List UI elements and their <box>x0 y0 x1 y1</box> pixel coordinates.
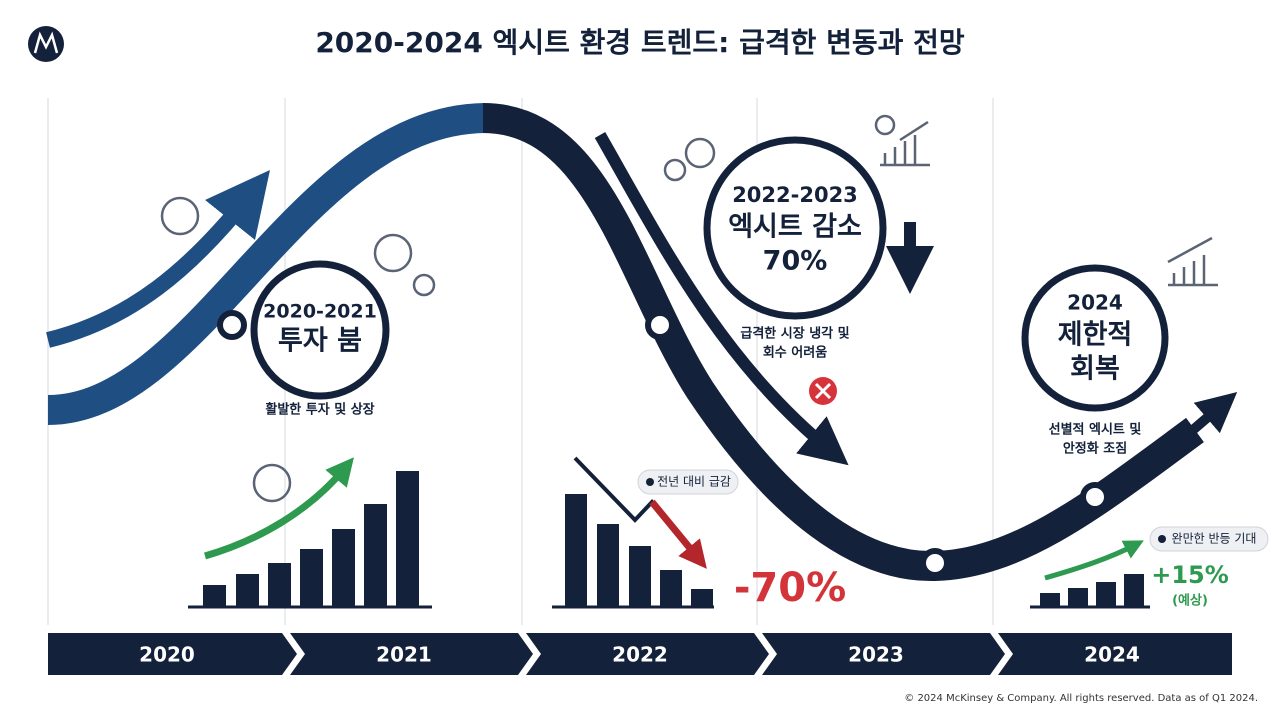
timeline-segment <box>526 633 769 675</box>
trend-curve-fall <box>482 103 1204 582</box>
timeline-segment <box>998 633 1232 675</box>
phase-period: 2022-2023 <box>732 183 858 207</box>
decline-arrow <box>594 132 849 466</box>
illustrative-bar <box>565 494 587 607</box>
decline-arrow-red <box>649 499 707 569</box>
curve-node <box>920 548 950 578</box>
growth-arrow <box>1044 540 1144 581</box>
phase-caption: 활발한 투자 및 상장 <box>265 402 374 418</box>
illustrative-bar <box>332 529 355 607</box>
growth-icon <box>1167 236 1218 287</box>
upper-arrow <box>46 170 270 348</box>
phase-caption: 회수 어려움 <box>763 345 827 361</box>
gear-icon <box>412 273 436 297</box>
illustrative-bar <box>300 549 323 607</box>
x-mark <box>814 382 832 400</box>
phase-circle <box>703 136 887 320</box>
curve-node <box>1080 482 1110 512</box>
phase-circle <box>250 260 390 400</box>
illustrative-bar <box>396 471 419 607</box>
growth-icon <box>880 120 930 167</box>
illustrative-bar <box>1068 588 1088 607</box>
callout-dot <box>1158 535 1166 543</box>
illustrative-bar <box>691 589 713 607</box>
logo <box>28 26 64 62</box>
dollar-gear-icon <box>252 463 292 503</box>
phase-label: 70% <box>763 246 828 277</box>
phase-label: 회복 <box>1070 354 1120 385</box>
phase-label: 투자 붐 <box>278 326 362 357</box>
illustrative-bar <box>268 563 291 607</box>
phase-circle <box>1021 264 1169 412</box>
illustrative-bar <box>629 546 651 607</box>
phase-period: 2020-2021 <box>263 301 377 323</box>
logo-mark <box>33 31 59 54</box>
phase-period: 2024 <box>1067 291 1123 315</box>
illustrative-bar <box>203 585 226 607</box>
phase-caption: 안정화 조짐 <box>1063 441 1127 457</box>
illustrative-bar <box>1124 574 1144 607</box>
callout-pill <box>1149 526 1269 552</box>
illustrative-bar <box>1040 593 1060 607</box>
callout-pill <box>637 469 739 495</box>
callout-label: 완만한 반등 기대 <box>1172 532 1257 546</box>
dollar-icon <box>684 137 716 169</box>
timeline-year: 2021 <box>376 643 432 667</box>
gear-icon <box>160 196 200 236</box>
gear-icon <box>663 158 687 182</box>
phase-caption: 급격한 시장 냉각 및 <box>740 326 849 342</box>
callout-value: +15% <box>1151 561 1229 589</box>
curve-node <box>217 310 247 340</box>
illustrative-bar <box>660 570 682 607</box>
curve-node <box>645 310 675 340</box>
phase-label: 엑시트 감소 <box>728 212 862 243</box>
illustrative-bar <box>364 504 387 607</box>
callout-note: (예상) <box>1172 593 1208 609</box>
timeline-segment <box>762 633 1005 675</box>
trend-arrowhead <box>1176 391 1238 445</box>
timeline-year: 2023 <box>848 643 904 667</box>
timeline-year: 2024 <box>1084 643 1140 667</box>
phase-caption: 선별적 엑시트 및 <box>1049 422 1142 438</box>
callout-dot <box>646 478 654 486</box>
trend-curve-rise <box>47 103 486 425</box>
callout-label: 전년 대비 급감 <box>657 475 731 489</box>
callout-value: -70% <box>734 565 846 611</box>
dollar-gear-icon <box>373 233 413 273</box>
timeline-segment <box>48 633 297 675</box>
growth-arrow <box>204 457 354 560</box>
illustrative-bar <box>236 574 259 607</box>
timeline-segment <box>290 633 533 675</box>
footer: © 2024 McKinsey & Company. All rights re… <box>904 693 1258 704</box>
illustrative-bar <box>597 524 619 607</box>
phase-label: 제한적 <box>1058 320 1133 351</box>
title: 2020-2024 엑시트 환경 트렌드: 급격한 변동과 전망 <box>315 26 965 59</box>
illustrative-bar <box>1096 582 1116 607</box>
timeline-year: 2022 <box>612 643 668 667</box>
dollar-icon <box>874 114 896 136</box>
timeline-year: 2020 <box>139 643 195 667</box>
